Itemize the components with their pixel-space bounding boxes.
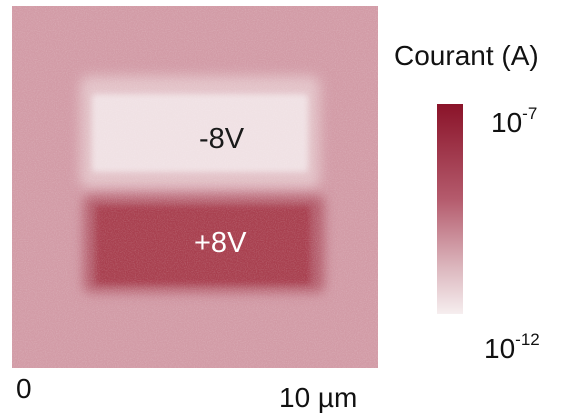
positive-voltage-label: +8V bbox=[194, 227, 247, 259]
colorbar-max-label: 10-7 bbox=[491, 104, 538, 139]
current-map bbox=[12, 6, 378, 368]
scale-start-label: 0 bbox=[16, 373, 32, 404]
negative-voltage-label: -8V bbox=[199, 123, 245, 155]
current-map-image bbox=[12, 6, 378, 368]
colorbar-min-base: 10 bbox=[484, 333, 516, 364]
map-texture bbox=[12, 6, 378, 368]
scale-end-label: 10 µm bbox=[279, 382, 358, 413]
colorbar-min-exponent: -12 bbox=[515, 330, 540, 349]
colorbar-title: Courant (A) bbox=[394, 40, 539, 71]
colorbar-max-exponent: -7 bbox=[522, 104, 538, 123]
colorbar bbox=[437, 104, 463, 314]
colorbar-min-label: 10-12 bbox=[484, 330, 540, 365]
colorbar-max-base: 10 bbox=[491, 107, 523, 138]
